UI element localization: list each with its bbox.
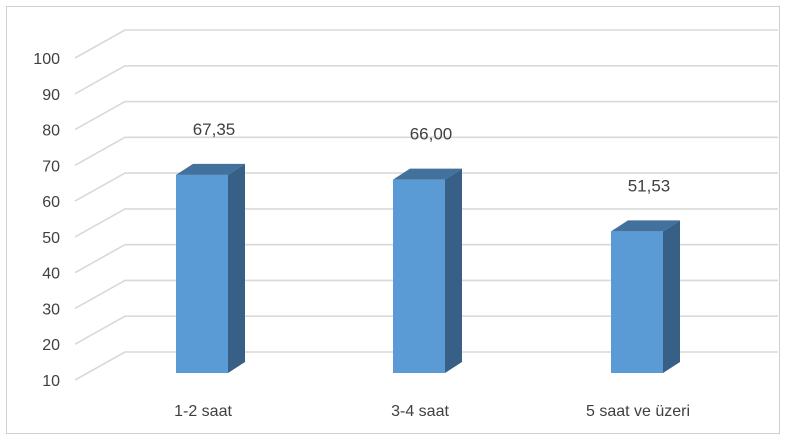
- bar: [176, 163, 245, 373]
- bar: [393, 168, 462, 373]
- gridline: [74, 351, 778, 381]
- bar: [611, 220, 680, 373]
- bar-top: [611, 220, 680, 232]
- y-tick-label: 20: [42, 337, 60, 354]
- gridline: [74, 29, 778, 59]
- y-tick-label: 30: [42, 301, 60, 318]
- x-axis-categories: 1-2 saat 3-4 saat 5 saat ve üzeri: [174, 403, 690, 420]
- gridline: [74, 279, 778, 310]
- gridline: [74, 100, 778, 131]
- data-label: 67,35: [193, 120, 236, 139]
- gridline: [74, 64, 778, 95]
- y-axis-ticks: 10 20 30 40 50 60 70 80 90 100: [33, 51, 60, 390]
- gridline: [74, 136, 778, 167]
- gridlines: [74, 29, 778, 381]
- y-tick-label: 90: [42, 87, 60, 104]
- x-category-label: 1-2 saat: [174, 403, 232, 420]
- bar-top: [393, 168, 462, 180]
- bar-front: [611, 231, 663, 373]
- y-tick-label: 80: [42, 123, 60, 140]
- x-category-label: 3-4 saat: [391, 403, 449, 420]
- bar-top: [176, 163, 245, 175]
- bar-side: [445, 168, 462, 373]
- bar-side: [663, 220, 680, 373]
- y-tick-label: 40: [42, 266, 60, 283]
- y-tick-label: 60: [42, 194, 60, 211]
- y-tick-label: 100: [33, 51, 60, 68]
- y-tick-label: 10: [42, 373, 60, 390]
- gridline: [74, 315, 778, 345]
- bar-side: [228, 163, 245, 373]
- bar-front: [176, 174, 228, 373]
- gridline: [74, 243, 778, 274]
- data-label: 51,53: [628, 176, 671, 195]
- gridline: [74, 172, 778, 202]
- x-category-label: 5 saat ve üzeri: [586, 403, 690, 420]
- y-tick-label: 70: [42, 158, 60, 175]
- gridline: [74, 208, 778, 238]
- data-label: 66,00: [410, 125, 453, 144]
- y-tick-label: 50: [42, 230, 60, 247]
- data-labels: 67,35 66,00 51,53: [193, 120, 671, 196]
- bar-front: [393, 179, 445, 373]
- bars: [176, 163, 680, 373]
